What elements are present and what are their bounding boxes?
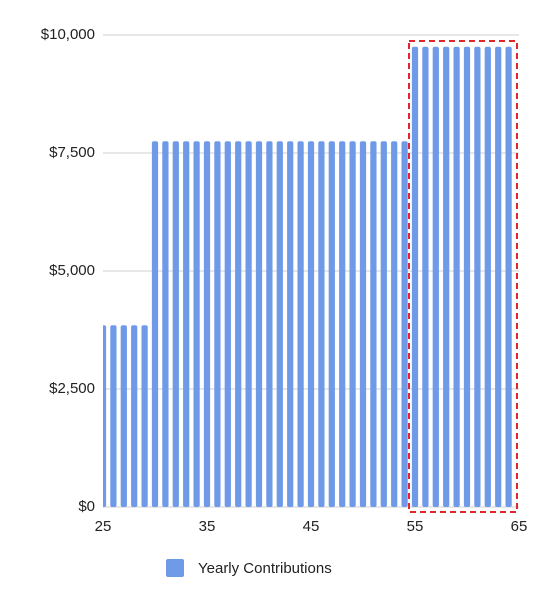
highlight-box — [408, 40, 518, 513]
x-tick-label: 65 — [511, 518, 528, 535]
x-tick-label: 45 — [303, 518, 320, 535]
bar — [235, 141, 242, 507]
bar — [172, 141, 179, 507]
x-tick-label: 55 — [407, 518, 424, 535]
bar — [307, 141, 315, 507]
bar — [370, 141, 377, 507]
y-tick-label: $7,500 — [49, 144, 95, 161]
y-tick-label: $5,000 — [49, 262, 95, 279]
bar — [484, 46, 491, 508]
bar — [495, 46, 502, 508]
bar — [328, 141, 335, 507]
bar — [318, 141, 325, 507]
bar — [183, 141, 190, 507]
bar — [120, 325, 127, 507]
bar — [432, 46, 439, 508]
bar — [266, 141, 273, 507]
bar — [505, 46, 512, 508]
bar — [131, 325, 138, 507]
bar — [203, 141, 211, 507]
bar — [214, 141, 221, 507]
bar — [401, 141, 408, 507]
bar — [287, 141, 294, 507]
bar — [297, 141, 304, 507]
bar — [245, 141, 252, 507]
legend-swatch — [166, 559, 184, 577]
bar — [224, 141, 231, 507]
bar — [474, 46, 481, 508]
bar — [422, 46, 429, 508]
bar — [359, 141, 367, 507]
bar — [193, 141, 200, 507]
bar — [151, 141, 159, 507]
bar — [110, 325, 117, 507]
legend-label: Yearly Contributions — [198, 560, 332, 577]
bar — [141, 325, 148, 507]
x-tick-label: 25 — [95, 518, 112, 535]
bar — [391, 141, 398, 507]
bar — [103, 325, 107, 507]
bar — [339, 141, 346, 507]
bar — [162, 141, 169, 507]
bar — [349, 141, 356, 507]
y-tick-label: $2,500 — [49, 380, 95, 397]
bar — [453, 46, 460, 508]
x-tick-label: 35 — [199, 518, 216, 535]
bar — [463, 46, 471, 508]
bar — [411, 46, 419, 508]
bar — [276, 141, 283, 507]
y-tick-label: $10,000 — [41, 26, 95, 43]
y-tick-label: $0 — [78, 498, 95, 515]
bar — [255, 141, 263, 507]
bar — [380, 141, 387, 507]
bar — [443, 46, 450, 508]
